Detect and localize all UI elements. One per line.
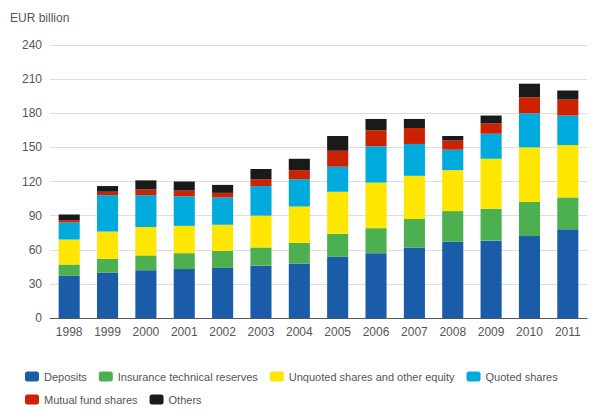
svg-text:2010: 2010 [516, 325, 543, 339]
svg-text:0: 0 [35, 311, 42, 325]
svg-text:2005: 2005 [324, 325, 351, 339]
svg-text:2008: 2008 [439, 325, 466, 339]
svg-text:210: 210 [22, 72, 42, 86]
svg-text:240: 240 [22, 38, 42, 52]
svg-text:Unquoted shares and other equi: Unquoted shares and other equity [289, 371, 455, 383]
svg-text:1999: 1999 [94, 325, 121, 339]
svg-text:150: 150 [22, 140, 42, 154]
svg-text:Quoted shares: Quoted shares [486, 371, 559, 383]
svg-text:2000: 2000 [133, 325, 160, 339]
svg-text:90: 90 [29, 209, 43, 223]
svg-text:2006: 2006 [363, 325, 390, 339]
svg-text:2003: 2003 [248, 325, 275, 339]
svg-text:2002: 2002 [209, 325, 236, 339]
svg-text:2011: 2011 [555, 325, 581, 339]
svg-text:1998: 1998 [56, 325, 83, 339]
svg-text:2007: 2007 [401, 325, 428, 339]
svg-text:Deposits: Deposits [44, 371, 87, 383]
svg-text:Mutual fund shares: Mutual fund shares [44, 394, 138, 406]
svg-text:Insurance technical reserves: Insurance technical reserves [118, 371, 259, 383]
svg-text:2001: 2001 [171, 325, 198, 339]
svg-text:EUR billion: EUR billion [10, 11, 69, 25]
svg-text:60: 60 [29, 243, 43, 257]
svg-text:180: 180 [22, 106, 42, 120]
svg-text:2009: 2009 [478, 325, 505, 339]
svg-text:2004: 2004 [286, 325, 313, 339]
svg-text:30: 30 [29, 277, 43, 291]
svg-text:Others: Others [169, 394, 203, 406]
svg-text:120: 120 [22, 175, 42, 189]
